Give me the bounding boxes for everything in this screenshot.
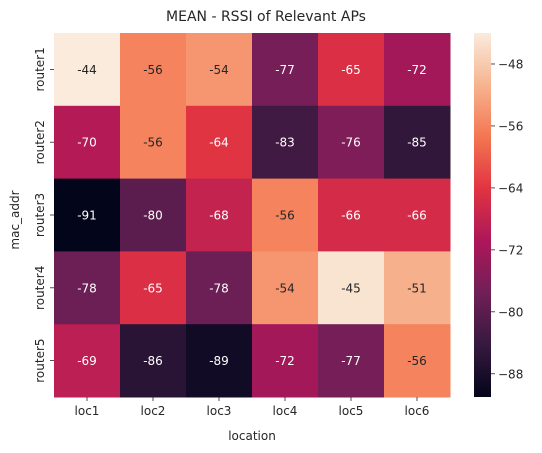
- y-tick-label: router4: [33, 266, 47, 310]
- cell-value-label: -66: [407, 209, 427, 223]
- cell-value-label: -85: [407, 136, 427, 150]
- x-tick-label: loc5: [339, 404, 364, 418]
- cell-value-label: -51: [407, 281, 427, 295]
- colorbar-tick-label: −64: [498, 181, 523, 195]
- cell-value-label: -56: [407, 354, 427, 368]
- colorbar-tick-label: −48: [498, 57, 523, 71]
- cell-value-label: -45: [341, 281, 361, 295]
- cell-value-label: -54: [209, 63, 229, 77]
- x-tick-label: loc1: [75, 404, 100, 418]
- cell-value-label: -69: [77, 354, 97, 368]
- cell-value-label: -70: [77, 136, 97, 150]
- cell-value-label: -77: [341, 354, 361, 368]
- colorbar-tick-label: −72: [498, 243, 523, 257]
- cell-value-label: -56: [143, 63, 163, 77]
- cell-value-label: -91: [77, 209, 97, 223]
- y-axis-ticks: router1 router2 router3 router4 router5: [33, 47, 54, 382]
- colorbar-ticks: −48 −56 −64 −72 −80 −88: [491, 57, 523, 381]
- cell-value-label: -56: [143, 136, 163, 150]
- x-tick-label: loc2: [141, 404, 166, 418]
- colorbar-tick-label: −80: [498, 305, 523, 319]
- cell-value-label: -72: [407, 63, 427, 77]
- x-tick-label: loc3: [207, 404, 232, 418]
- y-axis-label: mac_addr: [8, 190, 22, 249]
- cell-value-label: -89: [209, 354, 229, 368]
- chart-title: MEAN - RSSI of Relevant APs: [166, 9, 366, 25]
- y-tick-label: router3: [33, 193, 47, 237]
- y-tick-label: router1: [33, 47, 47, 91]
- y-tick-label: router5: [33, 338, 47, 382]
- cell-value-label: -78: [77, 281, 97, 295]
- cell-value-label: -68: [209, 209, 229, 223]
- x-tick-label: loc4: [273, 404, 298, 418]
- cell-value-label: -78: [209, 281, 229, 295]
- cell-value-label: -76: [341, 136, 361, 150]
- colorbar-tick-label: −88: [498, 367, 523, 381]
- y-tick-label: router2: [33, 120, 47, 164]
- cell-value-label: -56: [275, 209, 295, 223]
- cell-value-label: -77: [275, 63, 295, 77]
- cell-value-label: -86: [143, 354, 163, 368]
- cell-value-label: -80: [143, 209, 163, 223]
- cell-value-label: -54: [275, 281, 295, 295]
- cell-value-label: -83: [275, 136, 295, 150]
- cell-value-label: -65: [341, 63, 361, 77]
- x-tick-label: loc6: [405, 404, 430, 418]
- cell-value-label: -66: [341, 209, 361, 223]
- cell-value-label: -65: [143, 281, 163, 295]
- cell-value-label: -44: [77, 63, 97, 77]
- x-axis-ticks: loc1 loc2 loc3 loc4 loc5 loc6: [75, 397, 430, 418]
- colorbar-tick-label: −56: [498, 119, 523, 133]
- x-axis-label: location: [228, 429, 276, 443]
- cell-value-label: -72: [275, 354, 295, 368]
- colorbar: [474, 33, 491, 397]
- heatmap-cells: -44 -56 -54 -77 -65 -72 -70 -56 -64 -83 -76 -85 -91 -…: [54, 33, 451, 398]
- cell-value-label: -64: [209, 136, 229, 150]
